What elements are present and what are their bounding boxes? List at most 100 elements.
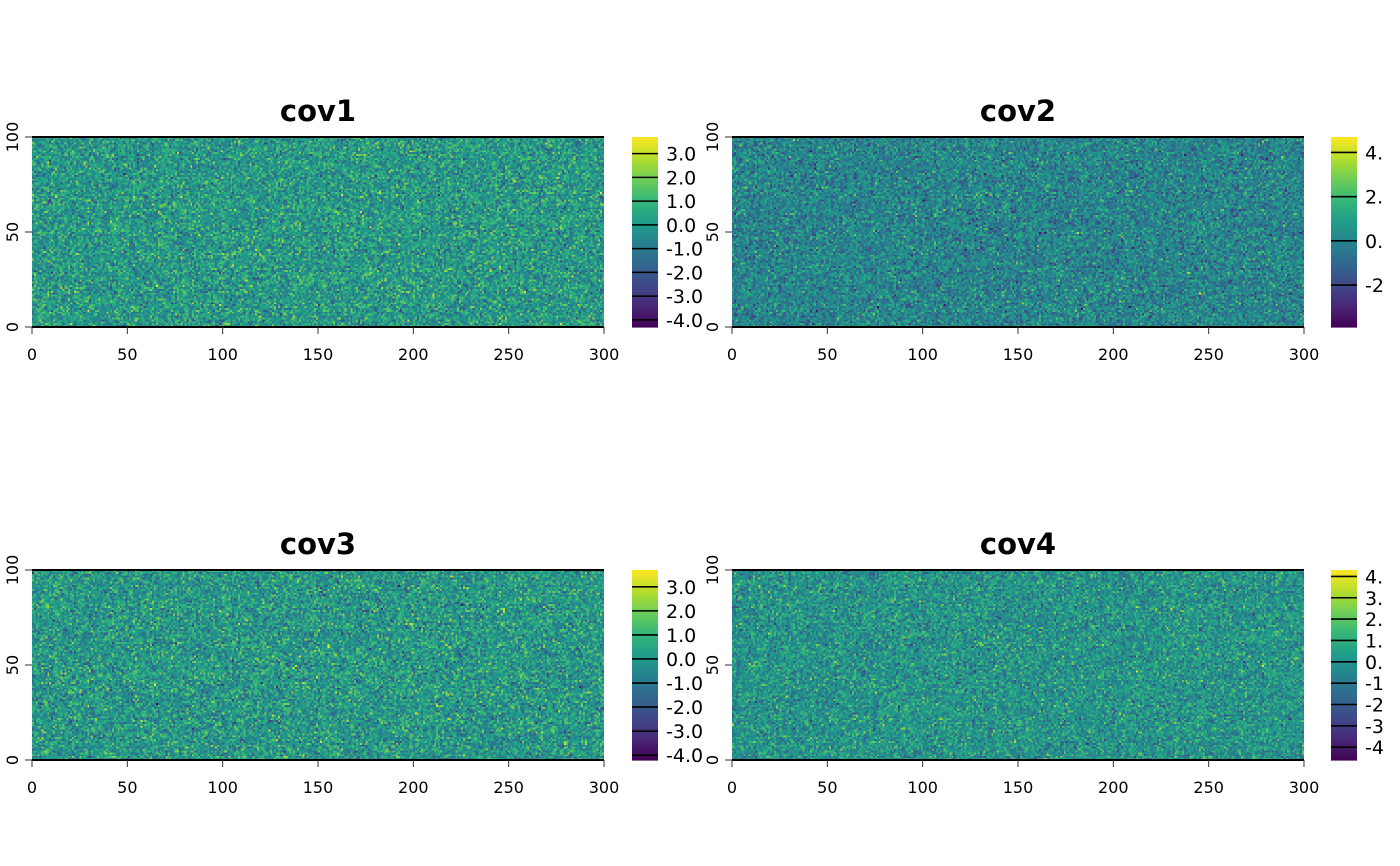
chart-title: cov4 — [980, 527, 1056, 561]
legend-tick-label: 4. — [1365, 142, 1383, 164]
legend-swatch — [632, 693, 658, 698]
legend-swatch — [1331, 627, 1357, 631]
legend-swatch — [632, 677, 658, 682]
legend-swatch — [1331, 301, 1357, 306]
legend-swatch — [632, 228, 658, 233]
legend-swatch — [632, 247, 658, 252]
x-tick-label: 300 — [589, 345, 620, 364]
legend-swatch — [1331, 725, 1357, 729]
legend-swatch — [1331, 601, 1357, 606]
legend-swatch — [632, 744, 658, 748]
legend-tick-label: 3. — [1365, 588, 1383, 610]
legend-swatch — [1331, 235, 1357, 239]
legend-swatch — [1331, 696, 1357, 701]
legend-swatch — [632, 314, 658, 319]
legend-swatch — [632, 194, 658, 198]
legend-swatch — [1331, 292, 1357, 296]
legend-swatch — [632, 241, 658, 246]
legend-swatch — [1331, 247, 1357, 252]
legend-swatch — [1331, 693, 1357, 698]
legend-swatch — [1331, 266, 1357, 271]
legend-swatch — [1331, 190, 1357, 195]
legend-swatch — [632, 235, 658, 239]
legend-swatch — [632, 731, 658, 736]
legend-swatch — [632, 601, 658, 606]
legend-swatch — [1331, 652, 1357, 657]
legend-swatch — [1331, 623, 1357, 628]
legend-tick-label: 2.0 — [666, 601, 696, 623]
x-tick-label: 250 — [493, 345, 524, 364]
legend-swatch — [1331, 181, 1357, 186]
legend-swatch — [1331, 314, 1357, 319]
legend-swatch — [1331, 178, 1357, 182]
legend-swatch — [1331, 244, 1357, 249]
legend-swatch — [1331, 146, 1357, 151]
legend-swatch — [632, 266, 658, 271]
legend-swatch — [632, 304, 658, 309]
legend-swatch — [632, 718, 658, 723]
legend-swatch — [632, 263, 658, 268]
y-tick-label: 0 — [3, 322, 22, 332]
x-tick-label: 200 — [398, 778, 429, 797]
color-legend: 4.3.2.1.0.-1-2-3-4 — [1331, 566, 1384, 761]
legend-swatch — [1331, 741, 1357, 745]
legend-swatch — [1331, 216, 1357, 220]
legend-swatch — [632, 298, 658, 303]
legend-swatch — [632, 595, 658, 600]
legend-swatch — [1331, 308, 1357, 312]
legend-swatch — [632, 722, 658, 726]
legend-swatch — [632, 244, 658, 249]
legend-swatch — [632, 295, 658, 300]
legend-swatch — [1331, 175, 1357, 179]
chart-title: cov1 — [280, 94, 356, 128]
legend-swatch — [1331, 728, 1357, 733]
legend-swatch — [632, 162, 658, 167]
legend-swatch — [632, 206, 658, 211]
legend-swatch — [632, 203, 658, 208]
legend-tick-label: 1. — [1365, 630, 1383, 652]
legend-swatch — [632, 232, 658, 236]
x-tick-label: 100 — [907, 345, 938, 364]
legend-swatch — [1331, 582, 1357, 587]
raster-cells — [732, 137, 1304, 327]
legend-swatch — [1331, 611, 1357, 615]
x-tick-label: 250 — [1193, 778, 1224, 797]
panel-cov2: cov2 0 50 100 150 200 250 300 0 50 100 4. 2. 0. -2 — [703, 94, 1384, 364]
legend-swatch — [632, 614, 658, 619]
legend-swatch — [632, 756, 658, 761]
legend-swatch — [1331, 213, 1357, 217]
legend-tick-label: -2.0 — [666, 262, 703, 284]
legend-swatch — [632, 273, 658, 277]
legend-swatch — [632, 592, 658, 596]
legend-swatch — [632, 696, 658, 701]
legend-swatch — [1331, 649, 1357, 653]
legend-swatch — [632, 636, 658, 641]
legend-swatch — [632, 152, 658, 157]
legend-tick-label: 3.0 — [666, 577, 696, 599]
x-tick-label: 0 — [27, 345, 37, 364]
y-tick-label: 100 — [3, 122, 22, 153]
panel-cov1: cov1 0 50 100 150 200 250 300 0 50 100 3.02.01.00.0… — [3, 94, 703, 364]
legend-swatch — [1331, 699, 1357, 704]
legend-swatch — [632, 197, 658, 201]
legend-swatch — [632, 674, 658, 679]
y-tick-label: 0 — [703, 322, 722, 332]
color-legend: 4. 2. 0. -2 — [1331, 137, 1384, 328]
legend-swatch — [1331, 690, 1357, 695]
legend-swatch — [632, 642, 658, 647]
y-tick-label: 100 — [703, 122, 722, 153]
legend-swatch — [632, 617, 658, 622]
panel-cov3: cov3 0 50 100 150 200 250 300 0 50 100 3.02.01.00.0… — [3, 527, 703, 797]
legend-swatch — [632, 156, 658, 160]
legend-swatch — [632, 747, 658, 752]
x-tick-label: 300 — [589, 778, 620, 797]
y-tick-label: 0 — [3, 755, 22, 765]
y-tick-label: 50 — [3, 222, 22, 242]
legend-swatch — [632, 149, 658, 154]
legend-tick-label: 1.0 — [666, 191, 696, 213]
legend-swatch — [1331, 646, 1357, 650]
legend-swatch — [1331, 197, 1357, 201]
legend-swatch — [632, 623, 658, 628]
legend-swatch — [1331, 263, 1357, 268]
legend-swatch — [1331, 228, 1357, 233]
